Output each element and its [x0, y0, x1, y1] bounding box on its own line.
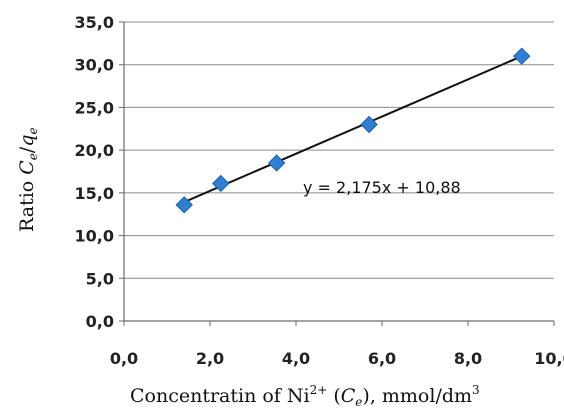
x-axis-title-open: ( [327, 385, 340, 407]
data-point [513, 47, 531, 65]
y-tick-label: 30,0 [75, 56, 114, 75]
x-axis-title-sub: e [355, 395, 362, 409]
trendline-group [183, 55, 523, 203]
y-tick-label: 5,0 [86, 269, 114, 288]
grid-lines [124, 21, 554, 279]
x-tick-label: 10,0 [534, 349, 564, 368]
y-tick-label: 35,0 [75, 13, 114, 32]
x-tick-labels: 0,0 2,0 4,0 6,0 8,0 10,0 [110, 349, 564, 368]
y-axis-title: Ratio Ce/qe [16, 127, 40, 232]
x-axis-title-unit-sup: 3 [472, 383, 480, 397]
x-tick-label: 8,0 [454, 349, 482, 368]
x-tick-label: 2,0 [196, 349, 224, 368]
x-tick-label: 0,0 [110, 349, 138, 368]
x-tick-label: 6,0 [368, 349, 396, 368]
data-point [212, 174, 230, 193]
y-axis-title-var2: q [16, 135, 38, 147]
data-point [360, 115, 378, 134]
y-tick-label: 15,0 [75, 184, 114, 203]
x-axis-title-close: ), mmol/dm [362, 385, 472, 407]
x-axis-title-main: Concentratin of Ni [130, 385, 310, 407]
y-axis-title-main: Ratio [16, 175, 38, 232]
y-tick-label: 20,0 [75, 141, 114, 160]
y-axis-title-sub2: e [26, 127, 40, 134]
x-tick-label: 4,0 [282, 349, 310, 368]
y-axis-title-sub1: e [26, 153, 40, 160]
axes [119, 21, 555, 326]
data-points [175, 47, 531, 214]
x-axis-title: Concentratin of Ni2+ (Ce), mmol/dm3 [130, 383, 480, 409]
y-axis-title-slash: / [16, 146, 38, 153]
y-tick-label: 0,0 [86, 312, 114, 331]
y-tick-label: 25,0 [75, 98, 114, 117]
trendline [183, 55, 523, 203]
y-tick-label: 10,0 [75, 227, 114, 246]
trendline-equation: y = 2,175x + 10,88 [303, 178, 461, 197]
y-axis-title-var1: C [16, 160, 38, 175]
data-point [175, 196, 193, 214]
data-point [267, 154, 286, 172]
x-axis-title-var: C [341, 385, 356, 407]
x-axis-title-sup: 2+ [310, 383, 328, 397]
y-tick-labels: 0,0 5,0 10,0 15,0 20,0 25,0 30,0 35,0 [75, 13, 114, 331]
